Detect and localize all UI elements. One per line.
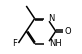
Text: O: O bbox=[65, 27, 71, 36]
Text: N: N bbox=[48, 14, 55, 23]
Text: F: F bbox=[12, 39, 17, 48]
Text: NH: NH bbox=[49, 39, 62, 48]
